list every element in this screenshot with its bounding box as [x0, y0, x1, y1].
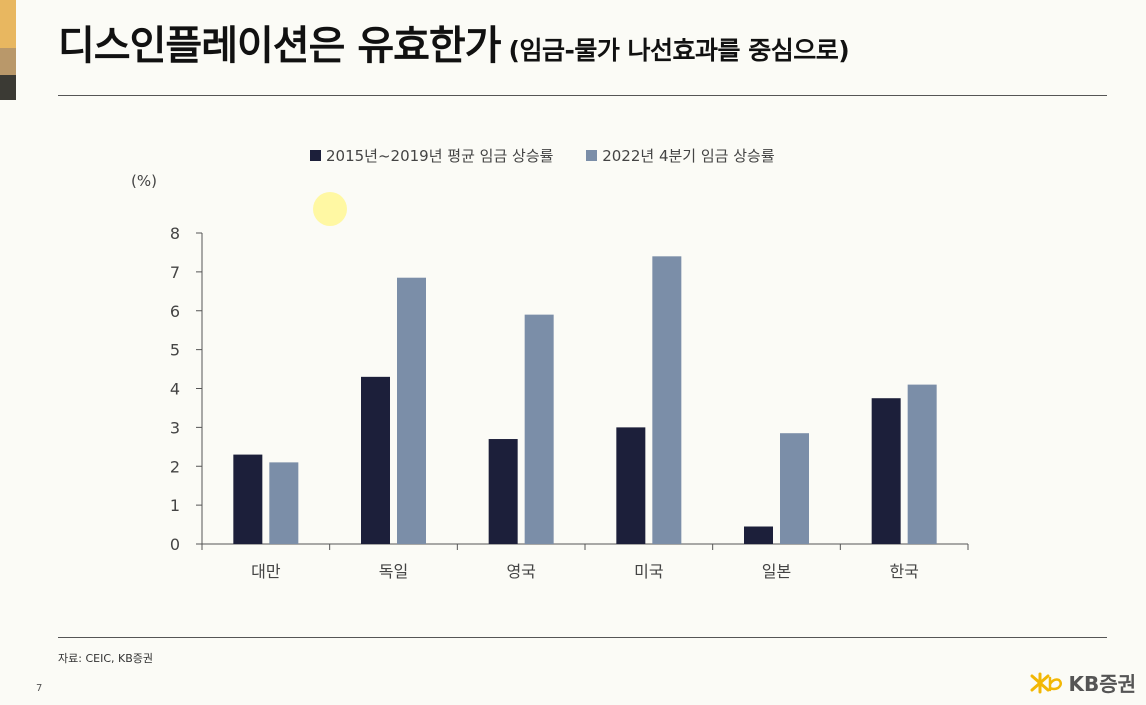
bar-2-2: [397, 277, 426, 544]
y-tick-label: 3: [170, 418, 180, 437]
bar-1-3: [488, 439, 518, 544]
y-tick-label: 2: [170, 457, 180, 476]
bar-1-2: [361, 376, 390, 544]
page-title: 디스인플레이션은 유효한가 (임금-물가 나선효과를 중심으로): [58, 23, 850, 69]
bar-1-6: [871, 398, 901, 544]
footer-divider: [58, 637, 1107, 638]
x-category-label: 대만: [251, 562, 281, 581]
bar-1-5: [744, 526, 773, 544]
legend-swatch-series-2: [586, 150, 598, 161]
legend-label-series-2: 2022년 4분기 임금 상승률: [602, 147, 775, 165]
cursor-highlight: [313, 192, 347, 226]
page-title-subtitle: (임금-물가 나선효과를 중심으로): [508, 36, 850, 65]
bar-2-5: [780, 433, 809, 544]
kb-logo: KB증권: [1030, 668, 1136, 697]
kb-star-icon: [1030, 672, 1063, 693]
legend-label-series-1: 2015년~2019년 평균 임금 상승률: [326, 147, 554, 165]
x-category-label: 독일: [379, 562, 408, 581]
legend-item-series-2: 2022년 4분기 임금 상승률: [586, 145, 775, 166]
bar-2-1: [269, 462, 299, 544]
page-title-main: 디스인플레이션은 유효한가: [58, 23, 502, 69]
y-tick-label: 0: [170, 535, 180, 554]
y-axis-unit-label: (%): [131, 172, 157, 190]
legend-swatch-series-1: [310, 150, 321, 161]
title-divider: [58, 95, 1107, 96]
bar-2-3: [524, 314, 554, 544]
x-category-label: 미국: [634, 562, 663, 581]
bar-1-4: [616, 427, 646, 544]
accent-strip-middle: [0, 48, 16, 75]
source-note: 자료: CEIC, KB증권: [58, 652, 153, 665]
y-tick-label: 4: [170, 380, 180, 399]
x-category-label: 영국: [506, 562, 535, 581]
chart-legend: 2015년~2019년 평균 임금 상승률 2022년 4분기 임금 상승률: [310, 145, 803, 166]
accent-strip-bottom: [0, 75, 16, 100]
bar-2-4: [652, 256, 682, 544]
legend-item-series-1: 2015년~2019년 평균 임금 상승률: [310, 145, 553, 166]
bar-1-1: [233, 454, 263, 544]
y-tick-label: 1: [170, 496, 180, 515]
accent-strip: [0, 0, 16, 100]
y-tick-label: 7: [170, 263, 180, 282]
accent-strip-top: [0, 0, 16, 48]
y-tick-label: 6: [170, 302, 180, 321]
page-number: 7: [36, 683, 43, 694]
x-category-label: 일본: [762, 562, 791, 581]
kb-logo-text: KB증권: [1068, 672, 1136, 696]
y-tick-label: 5: [170, 341, 180, 360]
x-category-label: 한국: [889, 562, 918, 581]
bar-2-6: [907, 384, 937, 544]
y-tick-label: 8: [170, 224, 180, 243]
